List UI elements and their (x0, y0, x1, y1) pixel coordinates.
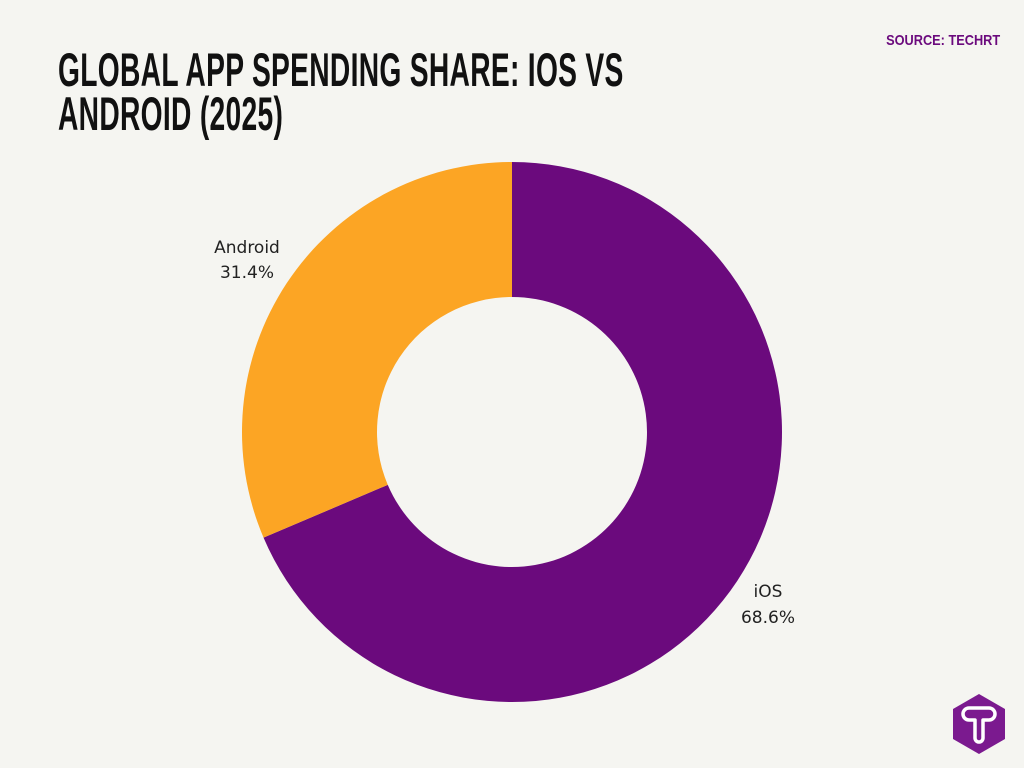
label-android-name: Android (214, 238, 280, 258)
label-android-value: 31.4% (220, 263, 274, 283)
slice-android (242, 162, 512, 538)
techrt-logo-icon (953, 694, 1005, 754)
logo-letter-t (961, 706, 997, 744)
slice-ios (263, 162, 782, 702)
label-ios-name: iOS (754, 582, 783, 602)
logo-hexagon (953, 694, 1005, 754)
chart-title: GLOBAL APP SPENDING SHARE: IOS VS ANDROI… (58, 43, 624, 140)
label-ios-value: 68.6% (741, 608, 795, 628)
source-label: SOURCE: TECHRT (885, 32, 1000, 49)
